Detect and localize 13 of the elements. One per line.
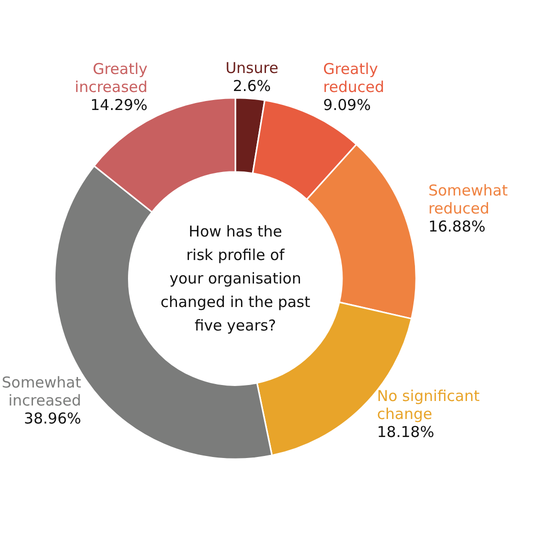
data-label: 14.29%: [90, 96, 148, 114]
data-label: 9.09%: [323, 96, 371, 114]
data-label: 2.6%: [232, 76, 271, 95]
slice-label: No significant change: [377, 387, 480, 424]
text: How has the risk profile of your organisation changed in the past five years?: [160, 222, 310, 334]
data-label: 16.88%: [428, 218, 486, 236]
slice-label: Greatly increased: [74, 60, 148, 96]
slice-label: Somewhat reduced: [428, 182, 508, 218]
data-label: 38.96%: [24, 409, 82, 428]
data-label: 18.18%: [377, 423, 434, 442]
slice-label: Somewhat increased: [2, 373, 82, 410]
slice-label: Greatly reduced: [323, 60, 384, 96]
slice-label: Unsure: [225, 58, 278, 77]
